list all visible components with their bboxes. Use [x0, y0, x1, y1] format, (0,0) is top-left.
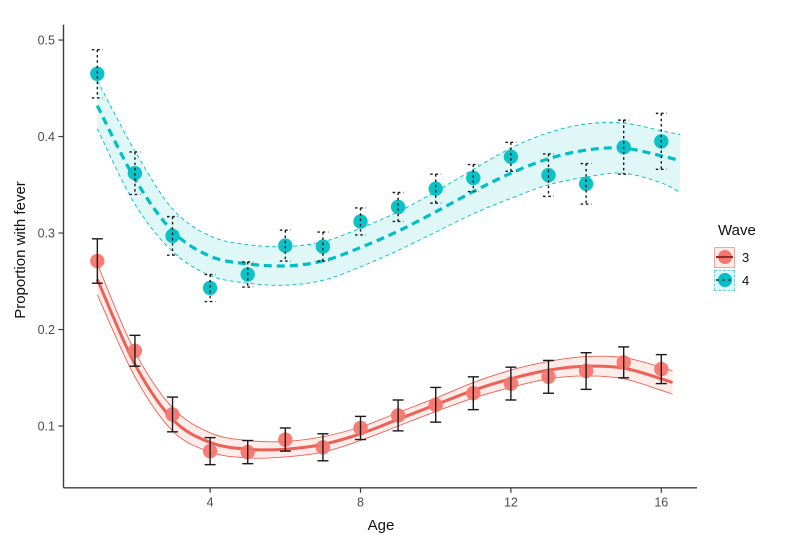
errorbar-wave-4-age-7 [317, 231, 329, 262]
errorbar-wave-3-age-1 [91, 238, 103, 284]
smooth-line-wave-4 [95, 104, 681, 268]
point-wave-4-age-7 [315, 239, 331, 254]
point-wave-4-age-6 [278, 238, 293, 253]
y-tick-label-0.5: 0.5 [38, 33, 55, 47]
tick-labels: 0.1 0.2 0.3 0.4 0.5 4 8 12 16 [38, 33, 669, 509]
confidence-bands [96, 80, 681, 459]
point-wave-4-age-13 [541, 167, 556, 183]
ci-lower-edge-wave-3 [96, 294, 673, 459]
point-wave-4-age-14 [578, 176, 594, 191]
errorbar-wave-4-age-8 [355, 207, 367, 236]
legend-title: Wave [718, 222, 756, 239]
errorbar-wave-3-age-6 [279, 427, 291, 452]
errorbar-wave-4-age-9 [392, 191, 404, 223]
point-wave-4-age-3 [165, 228, 180, 244]
errorbar-wave-4-age-3 [167, 215, 179, 256]
point-wave-4-age-9 [390, 199, 406, 215]
point-wave-4-age-4 [202, 280, 218, 296]
ci-upper-edge-wave-4 [96, 80, 681, 248]
errorbar-wave-3-age-8 [355, 415, 367, 441]
point-wave-4-age-11 [466, 170, 481, 186]
wave-3-line-swatch [716, 256, 733, 258]
y-tick-label-0.2: 0.2 [38, 323, 55, 337]
errorbar-wave-4-age-10 [430, 173, 442, 204]
errorbar-wave-4-age-11 [467, 163, 479, 193]
errorbar-wave-3-age-11 [467, 376, 479, 411]
point-wave-4-age-10 [428, 181, 443, 196]
errorbar-wave-4-age-5 [242, 261, 254, 288]
errorbar-wave-3-age-5 [242, 439, 254, 465]
errorbar-wave-3-age-10 [430, 386, 442, 423]
errorbar-wave-3-age-15 [618, 346, 630, 379]
x-tick-label-4: 4 [207, 495, 214, 509]
errorbar-wave-4-age-1 [91, 48, 103, 99]
errorbar-wave-4-age-14 [580, 162, 592, 205]
point-wave-4-age-8 [353, 214, 368, 229]
errorbar-wave-4-age-16 [655, 112, 667, 171]
ci-band-wave-3 [97, 263, 673, 459]
errorbar-wave-4-age-15 [618, 119, 630, 175]
wave-4-line-swatch [716, 279, 733, 281]
y-tick-label-0.1: 0.1 [38, 419, 55, 433]
error-bars [91, 48, 667, 466]
errorbar-wave-3-age-3 [167, 396, 179, 433]
errorbar-wave-4-age-13 [542, 153, 554, 198]
legend-key-wave-3-icon [714, 246, 735, 268]
legend-item-wave-3: 3 [714, 246, 756, 268]
errorbar-wave-3-age-4 [204, 436, 216, 466]
errorbar-wave-3-age-13 [542, 359, 554, 394]
legend-label-wave-3: 3 [742, 249, 750, 265]
errorbar-wave-3-age-9 [392, 399, 404, 432]
errorbar-wave-4-age-2 [129, 151, 141, 196]
y-tick-label-0.3: 0.3 [38, 226, 55, 240]
legend-key-wave-4-icon [714, 269, 735, 291]
legend-label-wave-4: 4 [742, 272, 750, 288]
ci-lower-edge-wave-4 [96, 128, 681, 286]
point-wave-4-age-1 [90, 66, 105, 82]
x-tick-label-12: 12 [504, 495, 518, 509]
x-axis-label: Age [368, 517, 395, 534]
errorbar-wave-3-age-7 [317, 433, 329, 462]
ci-band-wave-4 [97, 80, 681, 286]
errorbar-wave-3-age-16 [655, 353, 667, 385]
point-wave-4-age-12 [503, 149, 519, 164]
errorbar-wave-3-age-14 [580, 352, 592, 391]
y-axis-label: Proportion with fever [12, 181, 29, 319]
errorbar-wave-3-age-2 [129, 334, 141, 367]
axes [58, 24, 697, 493]
x-tick-label-8: 8 [357, 495, 364, 509]
legend: Wave 3 4 [714, 222, 756, 292]
legend-item-wave-4: 4 [714, 269, 756, 291]
errorbar-wave-3-age-12 [505, 366, 517, 401]
errorbar-wave-4-age-12 [505, 141, 517, 172]
errorbar-wave-4-age-4 [204, 273, 216, 303]
x-tick-label-16: 16 [654, 495, 668, 509]
errorbar-wave-4-age-6 [279, 229, 291, 262]
y-tick-label-0.4: 0.4 [38, 130, 55, 144]
